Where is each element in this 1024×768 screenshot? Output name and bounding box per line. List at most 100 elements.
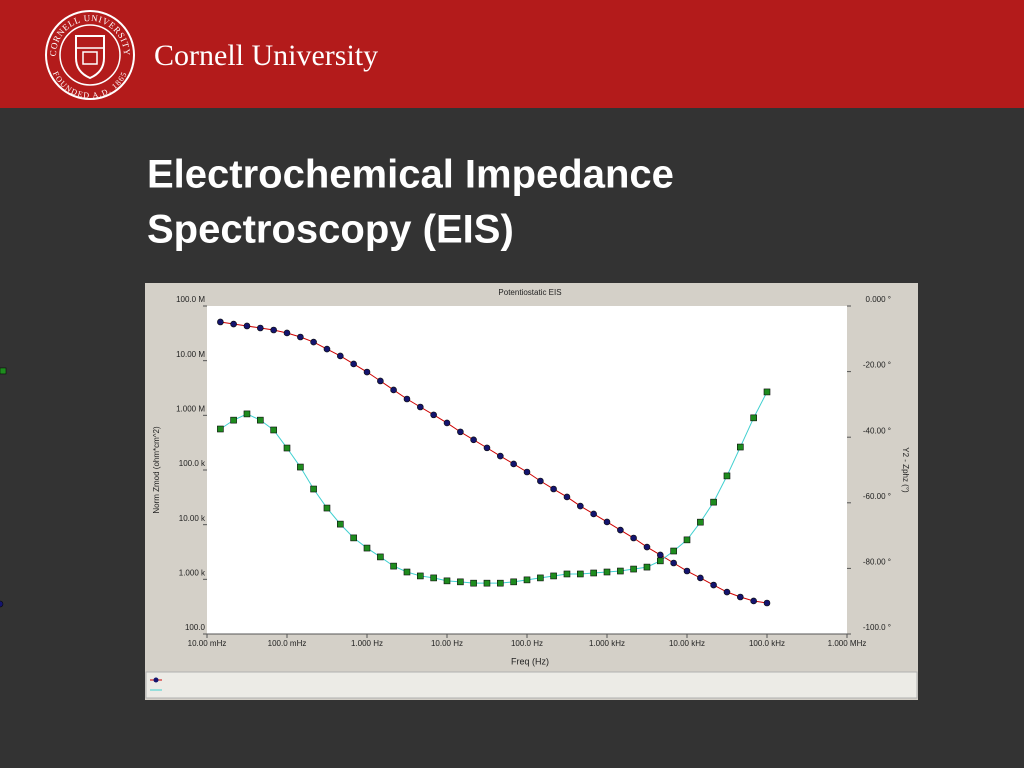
y2-tick-label: -20.00 ° [863,361,891,370]
marker [617,567,624,575]
marker [630,565,637,573]
y2-tick-label: -100.0 ° [863,623,891,632]
marker [683,567,691,575]
marker [617,526,624,534]
marker [323,345,331,353]
y2-tick-label: -60.00 ° [863,492,891,501]
marker [523,468,531,476]
marker [443,419,451,427]
marker [470,436,477,444]
marker [390,562,397,570]
y-tick-label: 10.00 M [176,350,205,359]
marker [310,338,317,346]
marker [417,403,424,411]
slide-title: Spectroscopy (EIS) [147,208,514,252]
marker [537,574,544,582]
x-tick-label: 100.0 Hz [511,639,543,648]
marker [510,578,517,586]
marker [483,579,491,587]
marker [430,574,437,582]
marker [523,576,531,584]
marker [763,599,771,607]
marker [670,547,677,555]
marker [563,493,571,501]
marker [590,510,597,518]
marker [643,563,651,571]
marker [737,593,744,601]
marker [550,485,557,493]
y-tick-label: 1.000 k [179,568,206,577]
marker [430,411,437,419]
marker [657,557,664,565]
marker [763,388,771,396]
marker [563,570,571,578]
marker [643,543,651,551]
x-tick-label: 10.00 kHz [669,639,705,648]
marker [337,520,344,528]
marker [417,572,424,580]
marker [337,352,344,360]
marker [350,534,357,542]
x-tick-label: 100.0 mHz [268,639,307,648]
y-tick-label: 1.000 M [176,404,205,413]
marker [350,360,357,368]
marker [270,426,277,434]
marker [510,460,517,468]
marker [217,318,224,326]
marker [283,329,291,337]
marker [297,333,304,341]
marker [0,600,4,608]
marker [377,377,384,385]
marker [603,568,611,576]
marker [243,410,251,418]
marker [230,320,237,328]
marker [283,444,291,452]
marker [443,577,451,585]
x-tick-label: 1.000 MHz [828,639,867,648]
y2-axis-label: Y2 - Zphz (°) [901,447,910,493]
marker [750,597,757,605]
marker [310,485,317,493]
slide-title: Electrochemical Impedance [147,153,674,197]
marker [457,578,464,586]
marker [457,428,464,436]
marker [537,477,544,485]
legend-box [145,671,918,699]
marker [497,579,504,587]
marker [403,395,411,403]
brand-name: Cornell University [154,39,378,72]
marker [577,502,584,510]
x-tick-label: 1.000 Hz [351,639,383,648]
marker [217,425,224,433]
y2-tick-label: -80.00 ° [863,558,891,567]
marker [697,518,704,526]
marker [257,416,264,424]
marker [603,518,611,526]
x-tick-label: 10.00 Hz [431,639,463,648]
marker [697,574,704,582]
marker [323,504,331,512]
marker [590,569,597,577]
marker [683,536,691,544]
marker [377,553,384,561]
marker [297,463,304,471]
header-bar [0,0,1024,108]
marker [710,498,717,506]
marker [723,472,731,480]
chart-title: Potentiostatic EIS [498,288,561,297]
legend-marker [153,677,159,683]
marker [723,588,731,596]
y2-tick-label: 0.000 ° [866,295,891,304]
marker [737,443,744,451]
marker [257,324,264,332]
marker [483,444,491,452]
marker [470,579,477,587]
y-tick-label: 100.0 M [176,295,205,304]
marker [0,367,7,375]
marker [550,572,557,580]
marker [710,581,717,589]
x-axis-label: Freq (Hz) [511,656,549,666]
x-tick-label: 100.0 kHz [749,639,785,648]
x-tick-label: 1.000 kHz [589,639,625,648]
